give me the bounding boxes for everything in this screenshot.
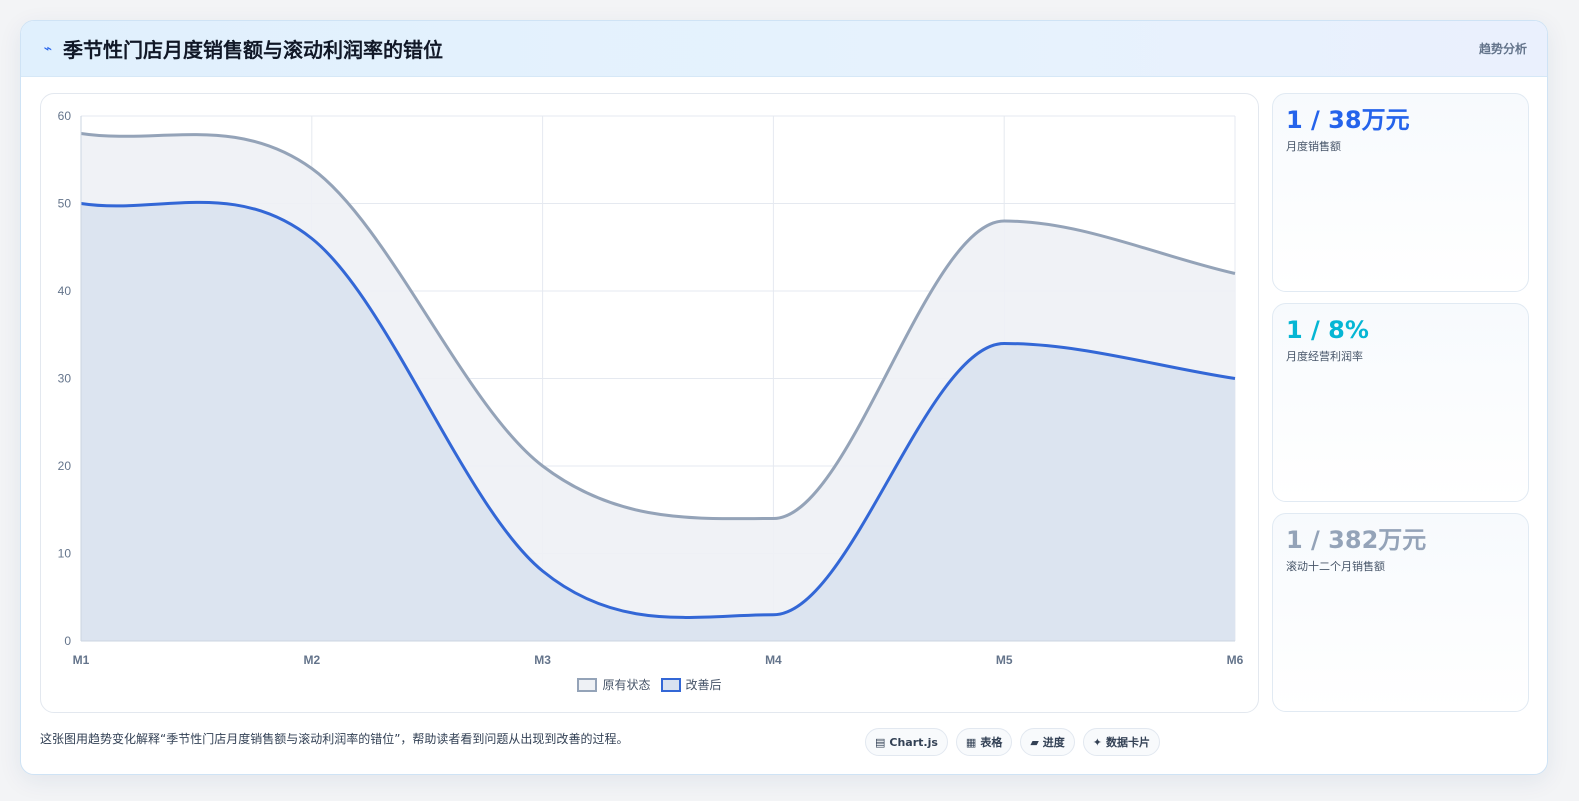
stat-card-monthly-sales: 1 / 38万元 月度销售额 xyxy=(1272,93,1529,292)
tag-label: 表格 xyxy=(980,736,1003,749)
y-tick-label: 50 xyxy=(58,197,72,211)
x-tick-label: M2 xyxy=(303,653,320,667)
x-tick-label: M3 xyxy=(534,653,551,667)
tag-label: Chart.js xyxy=(889,735,938,749)
series-area-1 xyxy=(81,202,1235,641)
tag-data-card[interactable]: ✦ 数据卡片 xyxy=(1082,728,1161,756)
series-line-1 xyxy=(80,200,1236,619)
x-tick-label: M6 xyxy=(1227,653,1244,667)
x-tick-label: M1 xyxy=(73,653,90,667)
trend-analysis-label: 趋势分析 xyxy=(1478,42,1527,56)
chart-legend: 原有状态 改善后 xyxy=(41,676,1258,693)
stat-label: 月度销售额 xyxy=(1286,140,1341,153)
legend-swatch-original xyxy=(577,677,598,692)
x-tick-label: M5 xyxy=(996,653,1013,667)
legend-label-original: 原有状态 xyxy=(602,678,651,692)
tag-label: 进度 xyxy=(1042,736,1065,749)
tag-chartjs[interactable]: ▤ Chart.js xyxy=(865,728,948,756)
main-card: ⌁ 季节性门店月度销售额与滚动利润率的错位 趋势分析 0 10 20 30 40 50 60… xyxy=(20,20,1548,775)
tag-table[interactable]: ▦ 表格 xyxy=(955,728,1013,756)
sparkle-icon: ✦ xyxy=(1092,735,1103,749)
bolt-icon: ⌁ xyxy=(43,40,53,57)
series-line-0 xyxy=(80,132,1236,521)
tag-label: 数据卡片 xyxy=(1106,736,1151,749)
table-icon: ▦ xyxy=(965,735,977,749)
area-chart: 0 10 20 30 40 50 60 M1 M2 M3 M4 M5 M6 xyxy=(58,109,1244,667)
stat-value: 1 / 38万元 xyxy=(1286,106,1410,134)
legend-swatch-improved xyxy=(660,677,681,692)
y-tick-label: 20 xyxy=(58,459,72,473)
stat-card-rolling-sales: 1 / 382万元 滚动十二个月销售额 xyxy=(1272,513,1529,712)
card-header: ⌁ 季节性门店月度销售额与滚动利润率的错位 趋势分析 xyxy=(21,21,1547,77)
stat-label: 月度经营利润率 xyxy=(1286,350,1363,363)
page-title: 季节性门店月度销售额与滚动利润率的错位 xyxy=(63,38,443,62)
chart-description: 这张图用趋势变化解释“季节性门店月度销售额与滚动利润率的错位”，帮助读者看到问题… xyxy=(40,732,629,746)
y-tick-label: 40 xyxy=(58,284,72,298)
title-wrap: ⌁ 季节性门店月度销售额与滚动利润率的错位 xyxy=(41,34,443,63)
progress-icon: ▰ xyxy=(1030,735,1039,749)
x-tick-label: M4 xyxy=(765,653,782,667)
y-tick-label: 0 xyxy=(64,634,71,648)
y-tick-label: 10 xyxy=(58,547,72,561)
tag-list: ▤ Chart.js ▦ 表格 ▰ 进度 ✦ 数据卡片 xyxy=(865,728,1161,756)
stat-value: 1 / 382万元 xyxy=(1286,526,1427,554)
legend-label-improved: 改善后 xyxy=(685,678,722,692)
legend-item-original[interactable]: 原有状态 xyxy=(577,676,651,693)
chart-icon: ▤ xyxy=(875,735,886,749)
stat-card-profit-rate: 1 / 8% 月度经营利润率 xyxy=(1272,303,1529,502)
y-tick-label: 60 xyxy=(58,109,72,123)
y-tick-label: 30 xyxy=(58,372,72,386)
chart-panel: 0 10 20 30 40 50 60 M1 M2 M3 M4 M5 M6 原有状态 改善后 xyxy=(40,93,1259,713)
tag-progress[interactable]: ▰ 进度 xyxy=(1020,728,1075,756)
stat-label: 滚动十二个月销售额 xyxy=(1286,560,1385,573)
stat-value: 1 / 8% xyxy=(1286,316,1369,344)
legend-item-improved[interactable]: 改善后 xyxy=(660,676,722,693)
